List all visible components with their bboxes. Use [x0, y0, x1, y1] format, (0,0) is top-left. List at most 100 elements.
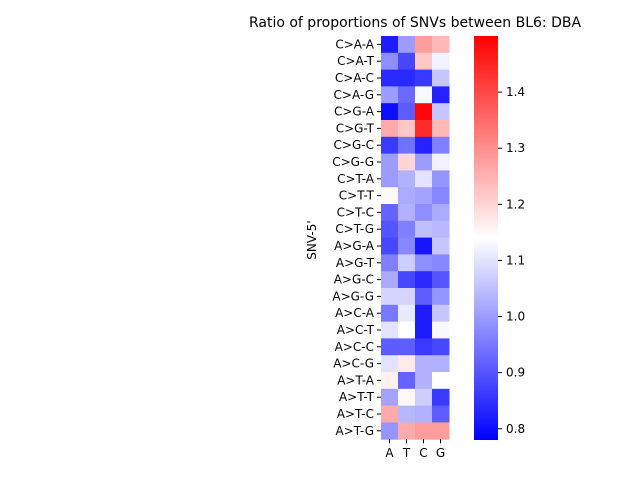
heatmap-cells: [381, 36, 450, 440]
heatmap-cell: [398, 288, 416, 306]
heatmap-cell: [415, 153, 433, 171]
heatmap-cell: [381, 288, 399, 306]
heatmap-cell: [398, 254, 416, 272]
heatmap-cell: [432, 388, 450, 407]
x-tick-label: C: [419, 446, 427, 460]
heatmap-cell: [398, 120, 416, 138]
heatmap-cell: [381, 405, 399, 423]
x-tick-label: G: [436, 446, 445, 460]
colorbar-tick-label: 1.2: [506, 197, 525, 211]
heatmap-cell: [415, 187, 433, 205]
heatmap-cell: [398, 220, 416, 239]
heatmap-cell: [415, 69, 433, 87]
heatmap-cell: [415, 405, 433, 423]
colorbar-tick-label: 1.3: [506, 141, 525, 155]
heatmap-cell: [432, 304, 450, 323]
x-tick-label: T: [402, 446, 411, 460]
heatmap-cell: [398, 304, 416, 323]
heatmap-cell: [415, 237, 433, 255]
heatmap-cell: [415, 220, 433, 239]
heatmap-cell: [415, 86, 433, 104]
y-tick-label: C>T-C: [337, 205, 374, 219]
heatmap-cell: [432, 271, 450, 289]
y-tick-label: C>T-G: [335, 222, 374, 236]
heatmap-cell: [398, 237, 416, 255]
heatmap-cell: [415, 271, 433, 289]
y-tick-label: C>T-T: [339, 189, 375, 203]
heatmap-cell: [381, 170, 399, 188]
heatmap-cell: [398, 372, 416, 390]
y-tick-label: C>G-A: [334, 105, 375, 119]
heatmap-cell: [398, 86, 416, 104]
y-tick-label: C>A-A: [335, 37, 374, 51]
heatmap-cell: [432, 254, 450, 272]
y-tick-label: A>C-A: [335, 306, 375, 320]
y-tick-label: A>C-C: [335, 340, 374, 354]
heatmap-cell: [381, 237, 399, 255]
heatmap-cell: [432, 405, 450, 423]
heatmap-cell: [415, 254, 433, 272]
heatmap-cell: [381, 36, 399, 54]
y-tick-label: A>T-A: [337, 373, 375, 387]
heatmap-cell: [415, 338, 433, 356]
y-tick-label: C>G-C: [334, 138, 374, 152]
heatmap-cell: [432, 204, 450, 222]
heatmap-cell: [381, 153, 399, 171]
heatmap-cell: [381, 355, 399, 373]
heatmap-cell: [415, 388, 433, 407]
heatmap-cell: [381, 204, 399, 222]
colorbar-tick-label: 1.4: [506, 85, 525, 99]
heatmap-cell: [398, 338, 416, 356]
colorbar-tick-label: 1.1: [506, 253, 525, 267]
heatmap-cell: [381, 304, 399, 323]
y-tick-label: C>A-T: [337, 54, 375, 68]
heatmap-cell: [398, 187, 416, 205]
heatmap-cell: [415, 36, 433, 54]
heatmap-cell: [381, 388, 399, 407]
heatmap-cell: [415, 372, 433, 390]
y-tick-label: A>C-T: [337, 323, 375, 337]
y-tick-label: A>G-C: [334, 273, 374, 287]
y-tick-label: A>G-T: [336, 256, 375, 270]
heatmap-cell: [415, 321, 433, 339]
heatmap-cell: [398, 69, 416, 87]
heatmap-cell: [415, 52, 433, 71]
heatmap-cell: [381, 271, 399, 289]
heatmap-cell: [432, 170, 450, 188]
colorbar-ticks: 0.8 0.9 1.0 1.1 1.2 1.3 1.4: [498, 85, 525, 436]
heatmap-cell: [381, 52, 399, 71]
heatmap-cell: [398, 405, 416, 423]
heatmap-cell: [398, 153, 416, 171]
heatmap-cell: [432, 153, 450, 171]
y-tick-label: A>T-C: [337, 407, 374, 421]
heatmap-cell: [398, 422, 416, 440]
y-tick-label: A>G-G: [332, 289, 374, 303]
heatmap-cell: [398, 388, 416, 407]
heatmap-cell: [415, 204, 433, 222]
heatmap-cell: [381, 338, 399, 356]
heatmap-cell: [432, 36, 450, 54]
heatmap-cell: [432, 103, 450, 121]
heatmap-cell: [432, 338, 450, 356]
colorbar-tick-label: 1.0: [506, 310, 525, 324]
heatmap-cell: [398, 355, 416, 373]
heatmap-cell: [432, 187, 450, 205]
heatmap-cell: [432, 120, 450, 138]
heatmap-cell: [381, 254, 399, 272]
heatmap-cell: [415, 120, 433, 138]
heatmap-cell: [381, 69, 399, 87]
heatmap-cell: [432, 220, 450, 239]
heatmap-cell: [381, 136, 399, 155]
heatmap-cell: [381, 103, 399, 121]
y-tick-labels: C>A-A C>A-T C>A-C C>A-G C>G-A C>G-T C>G-C C>G-G…: [332, 37, 381, 438]
heatmap-cell: [432, 237, 450, 255]
heatmap-cell: [415, 422, 433, 440]
y-tick-label: C>T-A: [337, 172, 375, 186]
y-axis-label: SNV-5': [305, 220, 319, 259]
colorbar: [474, 36, 498, 440]
heatmap-cell: [415, 170, 433, 188]
heatmap-cell: [432, 69, 450, 87]
heatmap-cell: [415, 103, 433, 121]
heatmap-cell: [415, 304, 433, 323]
heatmap-cell: [432, 288, 450, 306]
